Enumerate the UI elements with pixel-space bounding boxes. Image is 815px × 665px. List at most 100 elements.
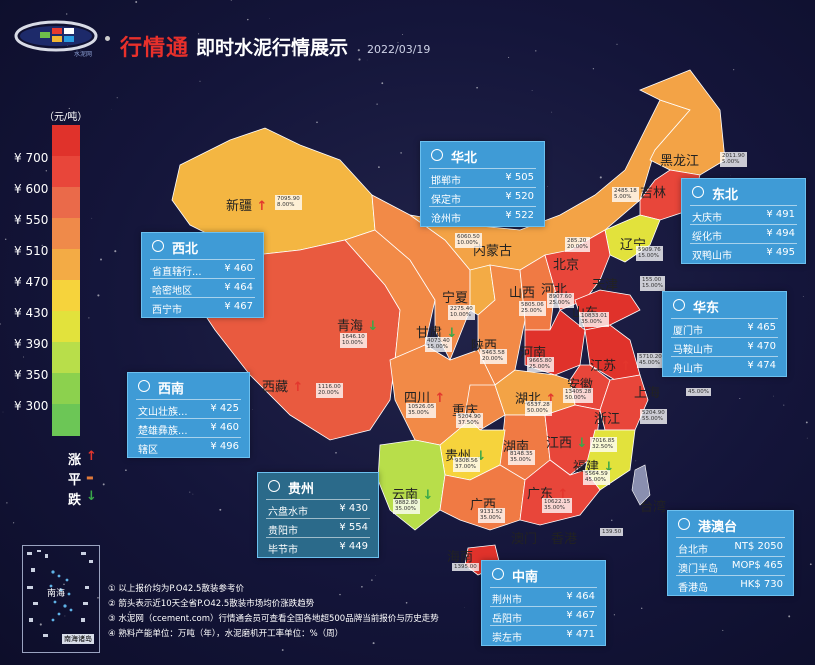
scale-segment — [52, 404, 80, 436]
province-stats-tag: 10526.05 35.00% — [406, 403, 437, 418]
province-label: 北京 — [553, 254, 579, 273]
mill-operating-rate: 45.00% — [585, 477, 606, 484]
mill-operating-rate: 45.00% — [639, 360, 660, 367]
region-price: ¥ 471 — [566, 629, 595, 640]
mill-operating-rate: 35.00% — [581, 319, 602, 326]
region-panel-xinan: 西南 文山壮族... ¥ 425 楚雄彝族... ¥ 460 辖区 ¥ 496 — [127, 372, 250, 458]
trend-legend-icon: ▬ — [86, 473, 94, 482]
region-price: HK$ 730 — [740, 579, 783, 590]
region-city: 马鞍山市 — [673, 345, 713, 356]
province-stats-tag: 9882.80 35.00% — [393, 499, 420, 514]
mill-operating-rate: 20.00% — [567, 244, 588, 251]
region-city: 台北市 — [678, 545, 708, 556]
province-stats-tag: 2275.40 10.00% — [448, 305, 475, 320]
province-label: 澳门 — [511, 528, 537, 547]
clinker-capacity: 10526.05 — [408, 404, 435, 410]
province-name: 澳门 — [511, 532, 538, 547]
province-label: 四川 ↑ — [404, 387, 445, 406]
region-row-divider — [671, 356, 778, 357]
region-row-divider — [150, 278, 255, 279]
region-title: 港澳台 — [698, 520, 738, 535]
province-name: 四川 — [404, 391, 431, 406]
mill-operating-rate: 8.00% — [277, 202, 295, 209]
clinker-capacity: 2011.90 — [722, 153, 745, 159]
province-stats-tag: 5909.76 15.00% — [636, 246, 663, 261]
province-name: 浙江 — [594, 412, 621, 427]
trend-up-icon: ↑ — [252, 199, 268, 214]
province-label: 上海 — [634, 382, 660, 401]
logo-text: 水泥网 — [74, 50, 92, 58]
mill-operating-rate: 10.00% — [457, 240, 478, 247]
region-panel-dongbei: 东北 大庆市 ¥ 491 绥化市 ¥ 494 双鸭山市 ¥ 495 — [681, 178, 806, 264]
province-name: 内蒙古 — [473, 244, 513, 259]
region-price: ¥ 425 — [210, 403, 239, 414]
mill-operating-rate: 15.00% — [427, 344, 448, 351]
region-panel-huabei: 华北 邯郸市 ¥ 505 保定市 ¥ 520 沧州市 ¥ 522 — [420, 141, 545, 227]
province-stats-tag: 8148.35 35.00% — [508, 450, 535, 465]
footnote-4: ④ 熟料产能单位：万吨（年），水泥磨机开工率单位：%（周） — [108, 629, 344, 639]
province-guangdong — [519, 459, 601, 526]
region-title: 华北 — [451, 151, 478, 166]
region-panel-xibei: 西北 省直辖行... ¥ 460 哈密地区 ¥ 464 西宁市 ¥ 467 — [141, 232, 264, 318]
province-label: 台湾 — [640, 496, 666, 515]
clinker-capacity: 285.20 — [567, 238, 587, 244]
region-city: 双鸭山市 — [692, 251, 732, 262]
clinker-capacity: 7095.90 — [277, 196, 300, 202]
region-price: ¥ 554 — [339, 522, 368, 533]
clinker-capacity: 2485.18 — [614, 188, 637, 194]
brand-name: 行情通 — [120, 35, 190, 61]
province-stats-tag: 2485.18 5.00% — [612, 187, 639, 202]
province-stats-tag: 45.00% — [686, 388, 711, 397]
region-row-divider — [429, 206, 536, 207]
province-name: 吉林 — [640, 186, 667, 201]
trend-down-icon: ↓ — [418, 488, 434, 503]
province-stats-tag: 5564.59 45.00% — [583, 470, 610, 485]
clinker-capacity: 6537.28 — [527, 402, 550, 408]
region-row-divider — [429, 187, 536, 188]
clinker-capacity: 139.50 — [602, 529, 622, 535]
region-price: ¥ 460 — [224, 263, 253, 274]
region-panel-guizhou: 贵州 六盘水市 ¥ 430 贵阳市 ¥ 554 毕节市 ¥ 449 — [257, 472, 379, 558]
scale-tick-label: ¥ 430 — [14, 306, 49, 320]
globe-icon — [268, 480, 280, 492]
clinker-capacity: 5204.90 — [642, 410, 665, 416]
mill-operating-rate: 37.50% — [458, 420, 479, 427]
report-date: 2022/03/19 — [367, 43, 431, 56]
clinker-capacity: 10622.15 — [544, 499, 571, 505]
mill-operating-rate: 50.00% — [565, 395, 586, 402]
region-row-divider — [266, 537, 370, 538]
inset-label: 南海 — [47, 589, 66, 599]
province-label: 吉林 — [640, 182, 666, 201]
clinker-capacity: 1395.00 — [454, 564, 477, 570]
province-stats-tag: 5710.20 45.00% — [637, 353, 664, 368]
scale-segment — [52, 342, 80, 374]
region-row-divider — [136, 418, 241, 419]
province-stats-tag: 10622.15 35.00% — [542, 498, 573, 513]
globe-icon — [673, 299, 685, 311]
mill-operating-rate: 25.00% — [529, 364, 550, 371]
region-price: ¥ 430 — [339, 503, 368, 514]
province-label: 江西 ↓ — [546, 432, 587, 451]
province-stats-tag: 7016.85 32.50% — [590, 437, 617, 452]
inset-map — [27, 550, 93, 641]
region-row-divider — [690, 243, 797, 244]
region-city: 西宁市 — [152, 305, 182, 316]
region-title: 贵州 — [288, 482, 315, 497]
region-row-divider — [671, 318, 778, 319]
trend-up-icon: ↑ — [541, 392, 557, 407]
region-row-divider — [490, 587, 597, 588]
trend-down-icon: ↓ — [363, 319, 379, 334]
region-price: ¥ 464 — [566, 591, 595, 602]
province-label: 黑龙江 — [660, 150, 699, 169]
region-price: ¥ 465 — [747, 322, 776, 333]
province-label: 宁夏 — [442, 287, 468, 306]
region-panel-zhongnan: 中南 荆州市 ¥ 464 岳阳市 ¥ 467 崇左市 ¥ 471 — [481, 560, 606, 646]
region-row-divider — [676, 556, 785, 557]
region-city: 舟山市 — [673, 364, 703, 375]
price-color-scale — [52, 125, 80, 436]
mill-operating-rate: 55.00% — [642, 416, 663, 423]
province-stats-tag: 2011.90 5.00% — [720, 152, 747, 167]
inset-caption: 南海诸岛 — [62, 634, 94, 644]
region-row-divider — [429, 168, 536, 169]
scale-tick-label: ¥ 470 — [14, 275, 49, 289]
